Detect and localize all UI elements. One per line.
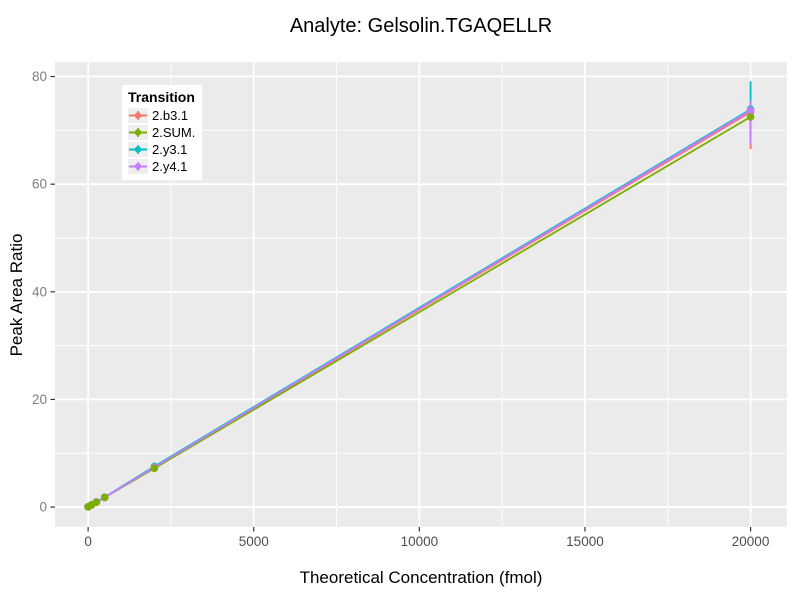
legend-key-glyph bbox=[129, 128, 147, 137]
x-tick-label: 0 bbox=[84, 534, 92, 549]
y-tick-label: 80 bbox=[32, 69, 47, 84]
legend-key-icon bbox=[128, 108, 148, 123]
legend-title: Transition bbox=[128, 89, 195, 105]
legend: Transition 2.b3.1 2.SUM. 2.y3.1 2.y4.1 bbox=[122, 85, 203, 180]
y-tick-label: 0 bbox=[39, 500, 47, 515]
legend-key-glyph bbox=[129, 162, 147, 171]
legend-key-glyph bbox=[129, 145, 147, 154]
legend-items: 2.b3.1 2.SUM. 2.y3.1 2.y4.1 bbox=[128, 107, 195, 175]
series-point-2.SUM. bbox=[92, 498, 101, 507]
y-axis-title: Peak Area Ratio bbox=[7, 233, 26, 357]
axis-ticks bbox=[50, 75, 752, 532]
legend-key-point bbox=[134, 146, 142, 153]
legend-label: 2.y3.1 bbox=[152, 142, 188, 157]
x-axis-title: Theoretical Concentration (fmol) bbox=[299, 568, 543, 587]
y-tick-label: 60 bbox=[32, 177, 47, 192]
legend-item-2-sum: 2.SUM. bbox=[128, 124, 195, 141]
legend-label: 2.y4.1 bbox=[152, 159, 188, 174]
series-point-2.y4.1 bbox=[746, 106, 755, 115]
y-tick-label: 40 bbox=[32, 284, 47, 299]
legend-item-2-y3-1: 2.y3.1 bbox=[128, 141, 195, 158]
series-point-2.SUM. bbox=[100, 493, 109, 502]
series-points bbox=[84, 105, 755, 511]
major-gridlines bbox=[55, 62, 787, 527]
plot-title: Analyte: Gelsolin.TGAQELLR bbox=[289, 15, 553, 37]
legend-key-point bbox=[134, 112, 142, 119]
legend-key-point bbox=[134, 163, 142, 170]
legend-label: 2.SUM. bbox=[152, 125, 196, 140]
legend-key-point bbox=[134, 129, 142, 136]
x-tick-label: 15000 bbox=[566, 534, 604, 549]
legend-label: 2.b3.1 bbox=[152, 108, 189, 123]
x-tick-label: 20000 bbox=[732, 534, 770, 549]
legend-item-2-y4-1: 2.y4.1 bbox=[128, 158, 195, 175]
x-tick-label: 5000 bbox=[239, 534, 269, 549]
legend-key-icon bbox=[128, 159, 148, 174]
x-tick-label: 10000 bbox=[401, 534, 439, 549]
y-tick-label: 20 bbox=[32, 392, 47, 407]
legend-key-glyph bbox=[129, 111, 147, 120]
legend-key-icon bbox=[128, 142, 148, 157]
legend-item-2-b3-1: 2.b3.1 bbox=[128, 107, 195, 124]
series-point-2.SUM. bbox=[746, 113, 755, 121]
series-point-2.SUM. bbox=[150, 464, 159, 473]
legend-key-icon bbox=[128, 125, 148, 140]
